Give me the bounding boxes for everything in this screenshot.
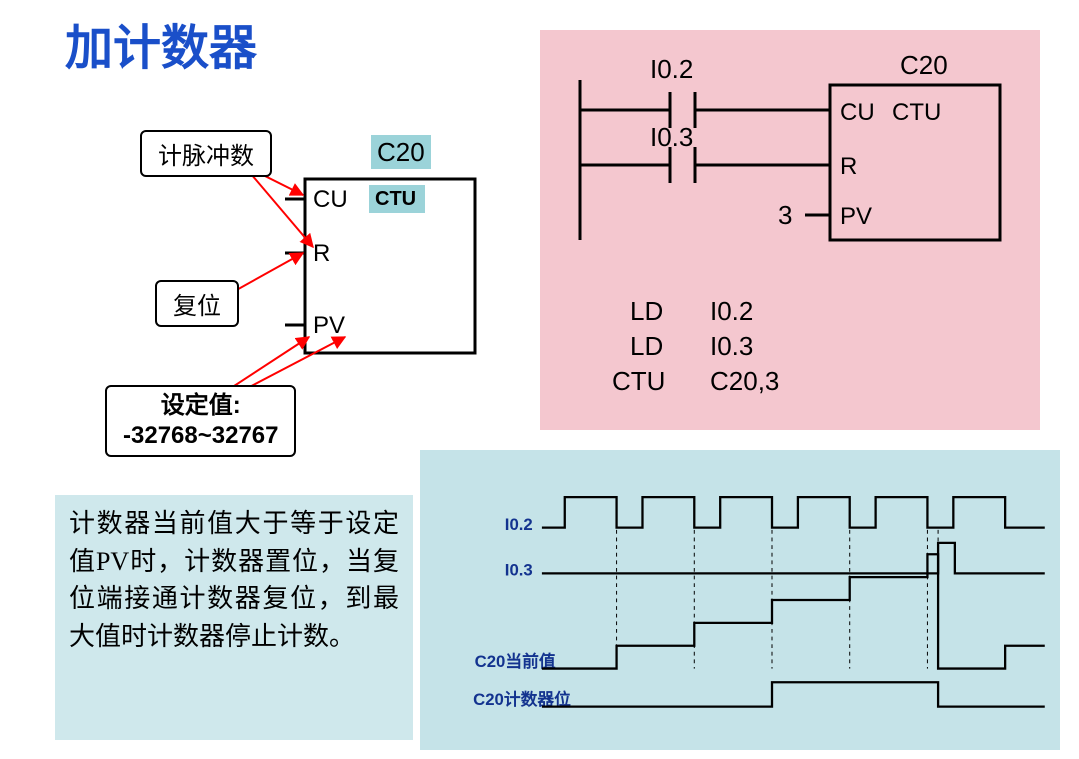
callout-cu: 计脉冲数 (140, 130, 272, 177)
ladder-cu-label: CU (840, 99, 875, 126)
svg-text:C20,3: C20,3 (710, 366, 779, 396)
timing-label-i02: I0.2 (505, 515, 533, 534)
contact-i03-label: I0.3 (650, 122, 693, 152)
ladder-ctu-label: CTU (892, 99, 941, 126)
page-title: 加计数器 (65, 8, 257, 78)
timing-svg: I0.2 I0.3 C20当前值 C20计数器位 (420, 450, 1060, 750)
description-box: 计数器当前值大于等于设定值PV时，计数器置位，当复位端接通计数器复位，到最大值时… (55, 495, 413, 740)
svg-text:LD: LD (630, 331, 663, 361)
callout-pv: 设定值: -32768~32767 (105, 385, 296, 457)
svg-text:I0.3: I0.3 (710, 331, 753, 361)
contact-i02-label: I0.2 (650, 54, 693, 84)
ladder-svg: I0.2 I0.3 3 C20 CU CTU R PV LD I0.2 LD I… (540, 30, 1040, 430)
svg-text:LD: LD (630, 296, 663, 326)
input-cu-label: CU (313, 186, 348, 213)
pv-value: 3 (778, 200, 792, 230)
timing-label-i03: I0.3 (505, 561, 533, 580)
ladder-block-name: C20 (900, 50, 948, 80)
ladder-r-label: R (840, 153, 857, 180)
input-pv-label: PV (313, 312, 345, 339)
block-type-label: CTU (375, 188, 416, 210)
stl-listing: LD I0.2 LD I0.3 CTU C20,3 (612, 296, 779, 396)
block-name-label: C20 (377, 137, 425, 167)
svg-text:I0.2: I0.2 (710, 296, 753, 326)
callout-r: 复位 (155, 280, 239, 327)
svg-text:CTU: CTU (612, 366, 665, 396)
input-r-label: R (313, 240, 330, 267)
ladder-pv-label: PV (840, 203, 872, 230)
